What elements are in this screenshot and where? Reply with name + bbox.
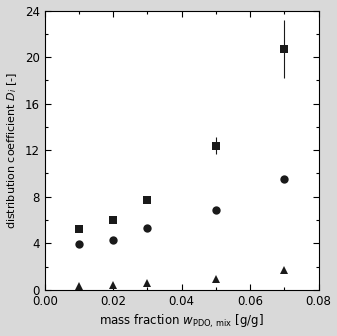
Y-axis label: distribution coefficient $D_i$ [-]: distribution coefficient $D_i$ [-] xyxy=(5,72,19,229)
X-axis label: mass fraction $w_{\mathrm{PDO,\,mix}}$ [g/g]: mass fraction $w_{\mathrm{PDO,\,mix}}$ [… xyxy=(99,313,264,330)
